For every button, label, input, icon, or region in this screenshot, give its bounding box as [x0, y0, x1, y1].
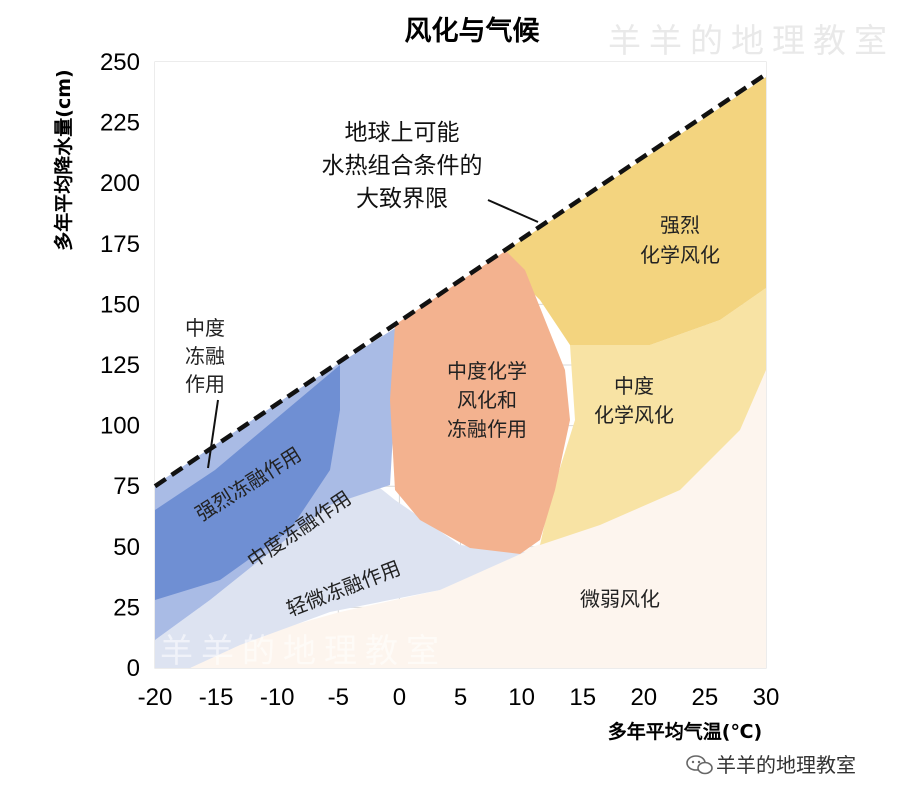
- label-line: 冻融作用: [447, 417, 527, 441]
- zone-strong-freeze-thaw: [155, 365, 340, 600]
- y-tick-label: 175: [100, 231, 140, 258]
- footer: 羊羊的地理教室: [686, 753, 856, 777]
- zone-moderate-chem-freeze: [390, 245, 570, 554]
- y-axis-title: 多年平均降水量(cm): [52, 69, 75, 250]
- label-line: 中度: [614, 374, 654, 398]
- zone-weak-weathering: [155, 360, 766, 668]
- x-tick-label: 25: [692, 684, 719, 711]
- zone-moderate-chemical: [540, 288, 766, 545]
- x-tick-label: 5: [454, 684, 467, 711]
- zone-light-freeze-thaw: [155, 488, 525, 668]
- x-tick-label: -20: [138, 684, 173, 711]
- label-line: 风化和: [457, 388, 517, 412]
- label-line: 化学风化: [594, 403, 674, 427]
- y-tick-label: 0: [127, 655, 140, 682]
- x-axis-ticks: -20 -15 -10 -5 0 5 10 15 20 25 30: [138, 684, 780, 711]
- watermark-bottom: 羊羊的地理教室: [160, 631, 447, 670]
- label-line: 地球上可能: [345, 120, 460, 146]
- frost-leader-line: [207, 399, 219, 469]
- y-axis-ticks: 0 25 50 75 100 125 150 175 200 225 250: [100, 49, 140, 682]
- y-tick-label: 150: [100, 291, 140, 318]
- label-line: 大致界限: [356, 186, 448, 212]
- x-tick-label: 20: [630, 684, 657, 711]
- boundary-leader-line: [487, 199, 539, 223]
- zone-outside-boundary: [155, 62, 766, 485]
- chart-title: 风化与气候: [405, 16, 541, 47]
- y-tick-label: 100: [100, 413, 140, 440]
- label-line: 冻融: [185, 344, 225, 368]
- x-axis-title: 多年平均气温(℃): [608, 720, 762, 743]
- zone-label-moderate-chemical: 中度化学风化: [594, 374, 674, 427]
- zone-label-weak-weathering: 微弱风化: [580, 587, 660, 611]
- label-line: 中度: [185, 316, 225, 340]
- zone-label-moderate-frost: 中度冻融作用: [185, 316, 225, 396]
- y-tick-label: 25: [113, 594, 140, 621]
- zone-label-strong-chemical: 强烈化学风化: [640, 213, 720, 267]
- zones: [155, 62, 766, 668]
- y-tick-label: 225: [100, 110, 140, 137]
- wechat-icon: [686, 755, 713, 775]
- watermark-top: 羊羊的地理教室: [608, 21, 895, 60]
- zone-label-chem-frost: 中度化学风化和冻融作用: [447, 359, 527, 441]
- x-tick-label: -10: [260, 684, 295, 711]
- x-tick-label: 10: [508, 684, 535, 711]
- label-line: 强烈: [660, 213, 700, 237]
- label-line: 化学风化: [640, 243, 720, 267]
- x-tick-label: -15: [199, 684, 234, 711]
- label-line: 作用: [185, 372, 225, 396]
- label-line: 水热组合条件的: [322, 153, 483, 179]
- boundary-line: [153, 72, 768, 489]
- zone-strong-chemical: [500, 77, 766, 345]
- x-tick-label: -5: [328, 684, 349, 711]
- footer-text: 羊羊的地理教室: [716, 753, 856, 777]
- y-tick-label: 125: [100, 352, 140, 379]
- y-tick-label: 250: [100, 49, 140, 76]
- x-tick-label: 0: [393, 684, 406, 711]
- y-tick-label: 200: [100, 170, 140, 197]
- x-tick-label: 15: [569, 684, 596, 711]
- y-tick-label: 50: [113, 534, 140, 561]
- label-line: 中度化学: [447, 359, 527, 383]
- x-tick-label: 30: [753, 684, 780, 711]
- y-tick-label: 75: [113, 473, 140, 500]
- boundary-label: 地球上可能水热组合条件的大致界限: [322, 120, 483, 212]
